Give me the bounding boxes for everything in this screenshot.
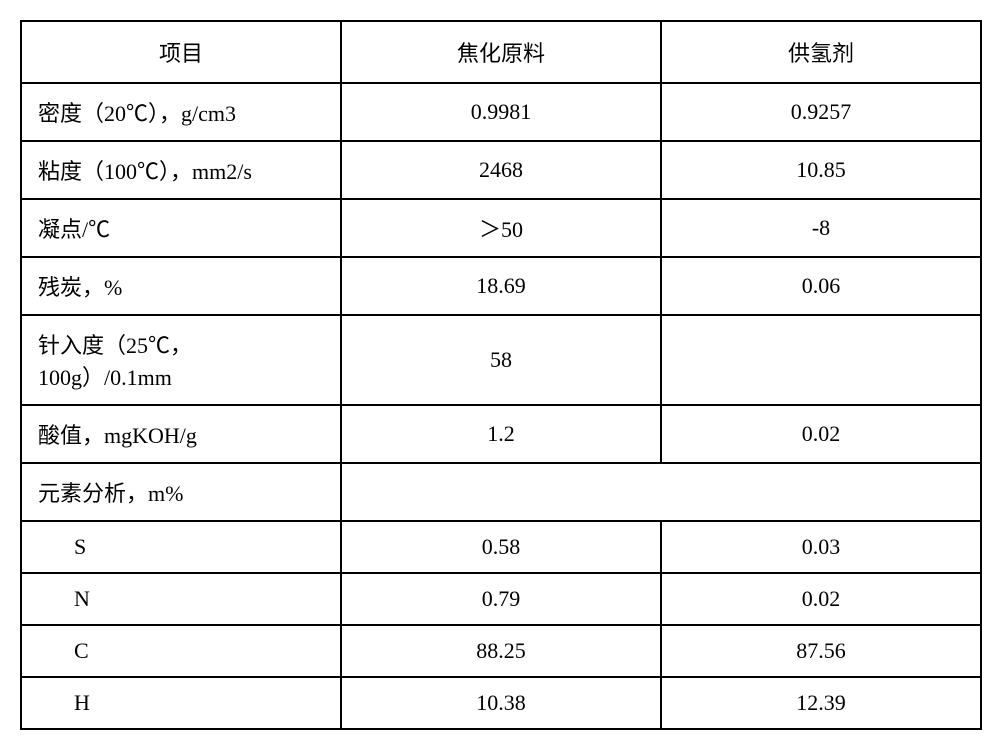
table-row: 残炭，% 18.69 0.06: [21, 257, 981, 315]
row-label: 残炭，%: [21, 257, 341, 315]
row-value-2: 0.03: [661, 521, 981, 573]
row-value-2: 0.02: [661, 405, 981, 463]
table-row: 酸值，mgKOH/g 1.2 0.02: [21, 405, 981, 463]
table-row: N 0.79 0.02: [21, 573, 981, 625]
row-value-2: 0.9257: [661, 83, 981, 141]
row-value-1: 10.38: [341, 677, 661, 729]
row-value-1: 88.25: [341, 625, 661, 677]
row-value-1: 0.58: [341, 521, 661, 573]
row-value-2: 10.85: [661, 141, 981, 199]
header-item: 项目: [21, 21, 341, 83]
row-value-2: 0.06: [661, 257, 981, 315]
row-value-2: 0.02: [661, 573, 981, 625]
table-row: 密度（20℃），g/cm3 0.9981 0.9257: [21, 83, 981, 141]
row-value-1: 0.9981: [341, 83, 661, 141]
row-value-1: 18.69: [341, 257, 661, 315]
row-label: S: [21, 521, 341, 573]
row-value-1: 2468: [341, 141, 661, 199]
table-row: 凝点/℃ ＞50 -8: [21, 199, 981, 257]
properties-table: 项目 焦化原料 供氢剂 密度（20℃），g/cm3 0.9981 0.9257 …: [20, 20, 982, 730]
row-value-merged: [341, 463, 981, 521]
header-col1: 焦化原料: [341, 21, 661, 83]
row-value-1: 1.2: [341, 405, 661, 463]
table-row: C 88.25 87.56: [21, 625, 981, 677]
row-label: 粘度（100℃），mm2/s: [21, 141, 341, 199]
row-label: H: [21, 677, 341, 729]
row-label: 酸值，mgKOH/g: [21, 405, 341, 463]
table-row: 粘度（100℃），mm2/s 2468 10.85: [21, 141, 981, 199]
header-col2: 供氢剂: [661, 21, 981, 83]
table-header-row: 项目 焦化原料 供氢剂: [21, 21, 981, 83]
row-value-2: 12.39: [661, 677, 981, 729]
row-value-1: 58: [341, 315, 661, 405]
row-value-2: 87.56: [661, 625, 981, 677]
table-row: 元素分析，m%: [21, 463, 981, 521]
row-value-1: 0.79: [341, 573, 661, 625]
table-row: S 0.58 0.03: [21, 521, 981, 573]
row-label: 密度（20℃），g/cm3: [21, 83, 341, 141]
row-value-2: [661, 315, 981, 405]
table-row: 针入度（25℃，100g）/0.1mm 58: [21, 315, 981, 405]
row-label: 凝点/℃: [21, 199, 341, 257]
table-row: H 10.38 12.39: [21, 677, 981, 729]
row-value-1: ＞50: [341, 199, 661, 257]
row-value-2: -8: [661, 199, 981, 257]
row-label: C: [21, 625, 341, 677]
row-label: 针入度（25℃，100g）/0.1mm: [21, 315, 341, 405]
row-label: N: [21, 573, 341, 625]
row-label: 元素分析，m%: [21, 463, 341, 521]
